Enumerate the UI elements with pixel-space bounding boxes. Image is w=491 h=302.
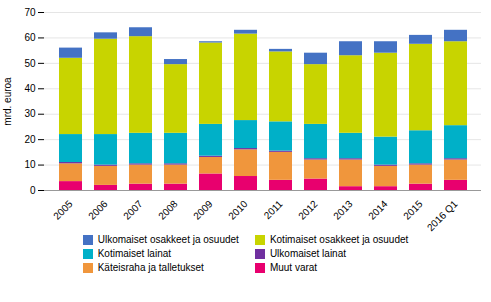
svg-text:20: 20 (24, 134, 36, 145)
svg-text:2006: 2006 (86, 198, 110, 222)
svg-text:2008: 2008 (156, 198, 180, 222)
svg-text:50: 50 (24, 58, 36, 69)
html-text:Muut varat: Muut varat (269, 262, 318, 273)
svg-text:2005: 2005 (51, 198, 75, 222)
html-text:Kotimaiset lainat: Kotimaiset lainat (97, 248, 172, 259)
svg-text:60: 60 (24, 32, 36, 43)
svg-text:70: 70 (24, 7, 36, 18)
svg-text:mrd. euroa: mrd. euroa (2, 77, 13, 126)
html-text:Ulkomaiset osakkeet ja osuudet: Ulkomaiset osakkeet ja osuudet (97, 234, 239, 245)
svg-text:2014: 2014 (366, 198, 390, 222)
svg-text:0: 0 (30, 185, 36, 196)
svg-text:2011: 2011 (262, 198, 285, 221)
svg-text:2010: 2010 (226, 198, 250, 222)
html-text:Käteisraha ja talletukset: Käteisraha ja talletukset (97, 262, 204, 273)
svg-text:2016 Q1: 2016 Q1 (425, 198, 460, 232)
svg-text:10: 10 (24, 159, 36, 170)
svg-text:2012: 2012 (296, 198, 320, 222)
svg-text:40: 40 (24, 83, 36, 94)
html-text:Ulkomaiset lainat: Ulkomaiset lainat (269, 248, 346, 259)
svg-text:2007: 2007 (121, 198, 145, 222)
svg-text:2009: 2009 (191, 198, 215, 222)
svg-text:2013: 2013 (331, 198, 355, 222)
html-text:Kotimaiset osakkeet ja osuudet: Kotimaiset osakkeet ja osuudet (269, 234, 409, 245)
svg-text:2015: 2015 (401, 198, 425, 222)
svg-text:30: 30 (24, 108, 36, 119)
